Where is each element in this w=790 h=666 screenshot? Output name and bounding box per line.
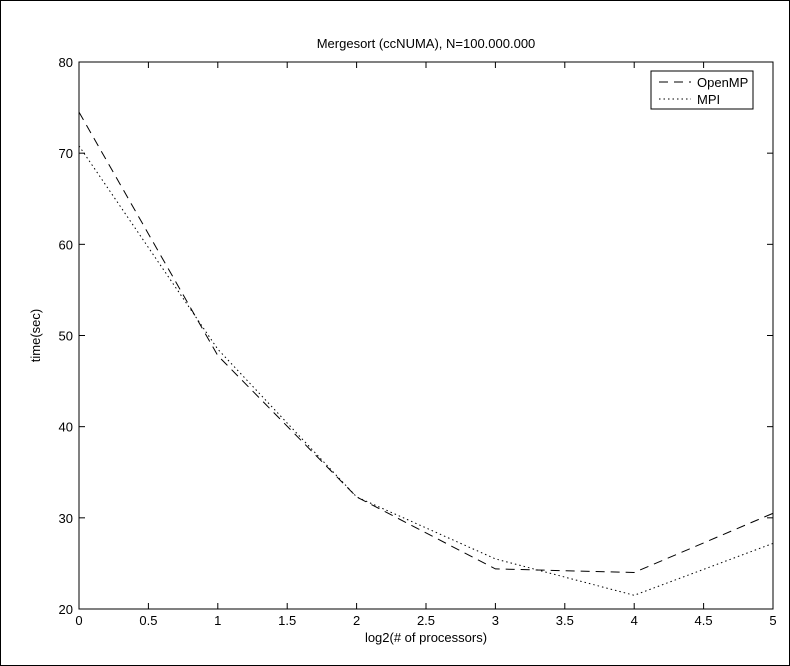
x-tick-label: 4.5 — [695, 613, 713, 628]
y-axis-ticks: 20 30 40 50 60 70 80 — [59, 55, 773, 617]
x-tick-label: 0 — [75, 613, 82, 628]
x-tick-label: 1.5 — [278, 613, 296, 628]
x-tick-label: 2.5 — [417, 613, 435, 628]
y-tick-label: 40 — [59, 420, 73, 435]
plot-area — [78, 61, 774, 610]
legend-entry-mpi: MPI — [697, 92, 720, 107]
x-tick-label: 5 — [769, 613, 776, 628]
series-line-openmp — [78, 111, 774, 574]
x-axis-label: log2(# of processors) — [365, 630, 487, 645]
series-line-mpi — [78, 145, 774, 596]
y-tick-label: 70 — [59, 146, 73, 161]
x-tick-label: 0.5 — [139, 613, 157, 628]
x-tick-label: 3 — [492, 613, 499, 628]
y-axis-label: time(sec) — [28, 309, 43, 362]
chart-title: Mergesort (ccNUMA), N=100.000.000 — [317, 36, 536, 51]
x-tick-label: 4 — [631, 613, 638, 628]
x-tick-label: 1 — [214, 613, 221, 628]
legend-box — [650, 70, 754, 110]
y-tick-label: 30 — [59, 511, 73, 526]
legend: OpenMP MPI — [650, 70, 754, 110]
y-tick-label: 60 — [59, 237, 73, 252]
y-tick-label: 80 — [59, 55, 73, 70]
y-tick-label: 50 — [59, 329, 73, 344]
x-axis-ticks: 0 0.5 1 1.5 2 2.5 3 3.5 4 4.5 5 — [75, 62, 777, 628]
x-tick-label: 3.5 — [556, 613, 574, 628]
x-tick-label: 2 — [353, 613, 360, 628]
y-tick-label: 20 — [59, 602, 73, 617]
series-layer — [78, 111, 774, 596]
legend-entry-openmp: OpenMP — [697, 75, 748, 90]
